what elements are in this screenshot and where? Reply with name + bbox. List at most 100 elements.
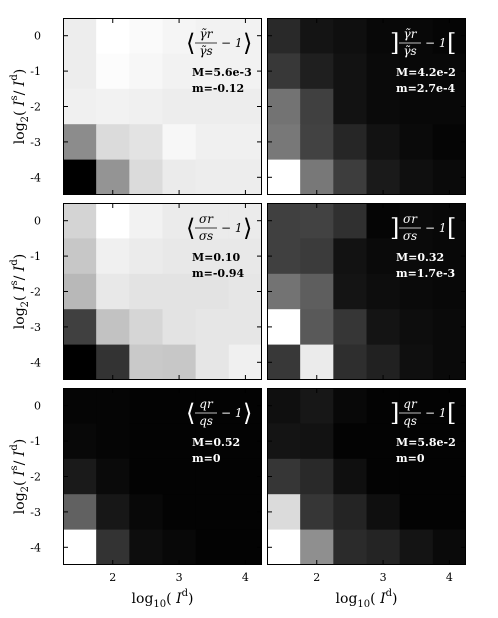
heatmap-cell (63, 423, 97, 460)
heatmap-cell (432, 529, 466, 565)
heatmap-cell (162, 423, 197, 460)
heatmap-cell (432, 458, 466, 495)
heatmap-cell (399, 18, 434, 54)
panel-annotation: ] σr σs − 1 [M=0.32 m=1.7e-3 (390, 212, 456, 280)
heatmap-cell (432, 124, 466, 161)
heatmap-cell (267, 124, 301, 161)
bracket-right: ⟩ (243, 29, 252, 57)
heatmap-cell (96, 159, 130, 195)
heatmap-cell (333, 458, 368, 495)
y-tick-label: -3 (30, 321, 41, 334)
heatmap-cell (399, 423, 434, 460)
heatmap-cell (366, 388, 401, 424)
heatmap-cells (63, 203, 262, 380)
x-tick-label: 2 (313, 571, 320, 584)
panels-layer: ⟨ γ̃rγ̃s− 1 ⟩M=5.6e-3m=-0.12] γ̃rγ̃s− 1 [M=4… (63, 18, 466, 565)
heatmap-cell (96, 458, 130, 495)
heatmap-cell (432, 159, 466, 195)
heatmap-cells (267, 203, 466, 380)
heatmap-cell (366, 238, 401, 275)
heatmap-cell (333, 388, 368, 424)
heatmap-panel-1: ⟨ γ̃r γ̃s − 1 ⟩ M=5.6e-3 m=-0.12 (63, 18, 262, 195)
heatmap-cell (399, 309, 434, 346)
heatmap-cell (366, 494, 401, 531)
heatmap-cell (96, 309, 130, 346)
heatmap-cell (267, 88, 301, 125)
heatmap-cell (399, 203, 434, 239)
heatmap-cell (162, 238, 197, 275)
panel-annotation: ⟨ qr qs − 1 ⟩M=0.52 m=0 (186, 397, 252, 465)
stat-m: m=1.7e-3 (396, 267, 455, 280)
axes-layer: 0 -1 -2 -3 -4 0 -1 -2 -3 -4 0 -1 -2 -3 -4 2 3 4 2 3 4 log10( … (9, 30, 453, 610)
formula-minus-one: − 1 (221, 221, 243, 235)
heatmap-cell (162, 388, 197, 424)
heatmap-panel-3: ⟨ σr σs − 1 ⟩M=0.10 m=-0.94 (63, 203, 262, 380)
panel-annotation: ] qr qs − 1 [M=5.8e-2 m=0 (390, 397, 456, 465)
heatmap-cell (129, 344, 164, 380)
x-tick-label: 3 (176, 571, 183, 584)
heatmap-cell (366, 53, 401, 90)
heatmap-cell (399, 388, 434, 424)
stat-M: M=5.8e-2 (396, 436, 456, 449)
heatmap-cell (195, 494, 230, 531)
bracket-left: ⟨ (186, 29, 195, 57)
heatmap-cell (267, 529, 301, 565)
formula-numerator: qr (199, 397, 214, 411)
heatmap-cell (129, 388, 164, 424)
heatmap-cell (195, 458, 230, 495)
heatmap-cell (399, 88, 434, 125)
y-tick-label: -3 (30, 506, 41, 519)
heatmap-cell (195, 18, 230, 54)
heatmap-cell (267, 273, 301, 310)
x-tick-label: 4 (446, 571, 453, 584)
heatmap-cell (432, 423, 466, 460)
formula-denominator: qs (403, 414, 417, 428)
y-tick-label: -2 (30, 286, 41, 299)
heatmap-cell (366, 529, 401, 565)
heatmap-cell (366, 18, 401, 54)
formula-numerator: γ̃r (404, 27, 418, 41)
formula-denominator: σs (403, 229, 417, 243)
heatmap-cell (267, 238, 301, 275)
heatmap-cell (63, 18, 97, 54)
heatmap-cell (366, 203, 401, 239)
heatmap-cell (300, 203, 334, 239)
heatmap-cell (267, 18, 301, 54)
heatmap-cell (162, 494, 197, 531)
heatmap-cell (432, 203, 466, 239)
heatmap-cell (228, 423, 262, 460)
heatmap-cell (63, 388, 97, 424)
heatmap-cell (96, 18, 130, 54)
heatmap-cell (129, 124, 164, 161)
heatmap-cell (129, 273, 164, 310)
heatmap-cell (432, 388, 466, 424)
heatmap-cell (195, 238, 230, 275)
heatmap-cell (63, 309, 97, 346)
heatmap-cell (195, 88, 230, 125)
bracket-right: [ (447, 399, 456, 427)
y-tick-label: -2 (30, 101, 41, 114)
formula-minus-one: − 1 (425, 36, 447, 50)
heatmap-cell (162, 88, 197, 125)
heatmap-cell (63, 344, 97, 380)
heatmap-cell (366, 458, 401, 495)
heatmap-cell (300, 494, 334, 531)
stat-M: M=4.2e-2 (396, 66, 456, 79)
heatmap-cell (267, 458, 301, 495)
heatmap-cell (432, 344, 466, 380)
formula-denominator: γ̃s (199, 44, 212, 58)
heatmap-panel-2: ] γ̃r γ̃s − 1 [M=4.2e-2 m=2.7e-4 (267, 18, 466, 195)
x-tick-label: 3 (380, 571, 387, 584)
heatmap-cell (162, 273, 197, 310)
heatmap-cell (366, 124, 401, 161)
heatmap-cell (129, 18, 164, 54)
heatmap-cell (129, 529, 164, 565)
heatmap-cell (399, 238, 434, 275)
heatmap-cell (366, 344, 401, 380)
heatmap-cell (432, 53, 466, 90)
heatmap-cell (300, 423, 334, 460)
heatmap-cell (300, 53, 334, 90)
heatmap-cell (267, 423, 301, 460)
heatmap-cell (333, 344, 368, 380)
heatmap-cell (96, 388, 130, 424)
